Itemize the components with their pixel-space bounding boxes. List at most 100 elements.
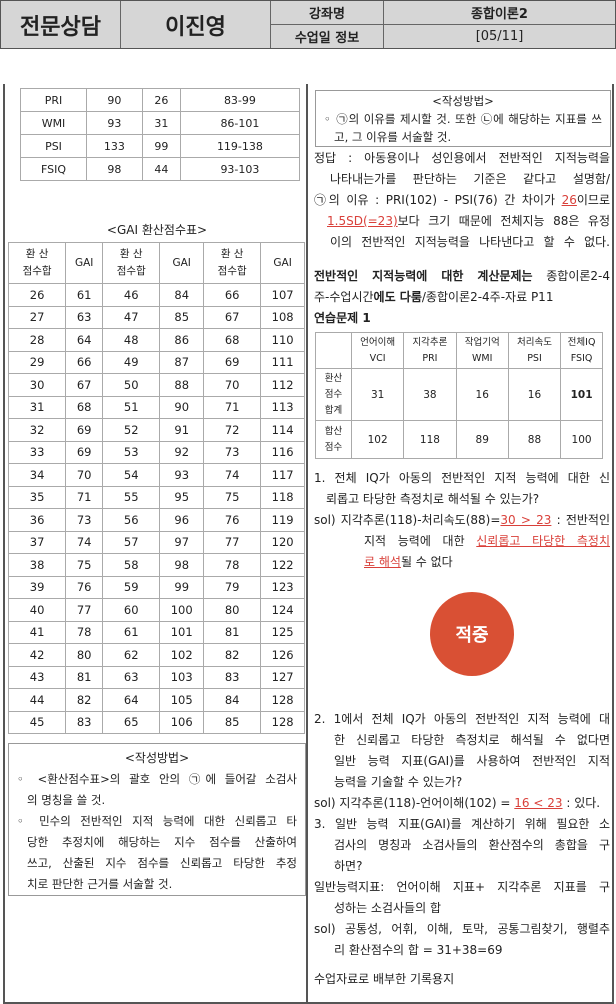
table-row: 33 69 53 92 73 116 — [7, 440, 305, 464]
table-cell: 102 — [159, 643, 205, 667]
table-cell: 112 — [260, 373, 305, 397]
header-text: 지각추론 — [412, 336, 448, 348]
table-cell: 127 — [260, 665, 305, 689]
table-cell: 99 — [141, 134, 181, 158]
solution-text: 지적 능력에 대한 — [364, 534, 477, 548]
answer-line: 1.5SD(=23)보다 크기 때문에 전체지능 88은 유정 — [314, 211, 610, 232]
question-1: 1. 전체 IQ가 아동의 전반적인 지적 능력에 대한 신 뢰롭고 타당한 측… — [314, 468, 610, 573]
table-row: 30 67 50 88 70 112 — [7, 373, 305, 397]
table-cell: 80 — [203, 598, 262, 622]
table-cell: PSI — [19, 134, 88, 158]
table-cell: 48 — [102, 328, 161, 352]
method-line: 의 명칭을 쓸 것. — [27, 793, 106, 807]
column-header-text: GAI — [273, 256, 292, 269]
column-header: 처리속도 PSI — [507, 332, 562, 369]
table-row: 45 83 65 106 85 128 — [7, 710, 305, 734]
table-cell: 64 — [65, 328, 104, 352]
table-cell: 69 — [65, 418, 104, 442]
table-cell: 55 — [102, 485, 161, 509]
header: 전문상담 이진영 강좌명 종합이론2 수업일 정보 [05/11] — [0, 0, 616, 49]
table-cell: 82 — [65, 688, 104, 712]
table-cell: 63 — [102, 665, 161, 689]
table-cell: 74 — [203, 463, 262, 487]
table-cell: 33 — [7, 440, 67, 464]
table-cell: 67 — [203, 305, 262, 329]
table-row: PRI 90 26 83-99 — [19, 88, 301, 112]
left-method-lines: ◦ <환산점수표>의 괄호 안의 ㉠에 들어갈 소검사 의 명칭을 쓸 것. ◦ 민… — [17, 769, 297, 895]
header-text: WMI — [472, 352, 493, 364]
table-cell: 86-101 — [179, 111, 301, 135]
solution-highlight: 16 < 23 — [514, 796, 563, 810]
solution-line: 리 환산점수의 합 = 31+38=69 — [334, 943, 503, 957]
column-header: 지각추론 PRI — [403, 332, 457, 369]
table-row: 합산 점수 102 118 89 88 100 — [315, 420, 603, 459]
calc-note: 전반적인 지적능력에 대한 계산문제는 종합이론2-4 주-수업시간에도 다룸/… — [314, 266, 610, 329]
table-cell: 93-103 — [179, 157, 301, 181]
column-header-text: 환 산 — [220, 248, 244, 260]
table-cell: 75 — [203, 485, 262, 509]
table-cell: 103 — [159, 665, 205, 689]
table-cell: 107 — [260, 283, 305, 307]
header-text: 언어이해 — [360, 336, 396, 348]
answer-text: 보다 크기 때문에 전체지능 88은 유정 — [397, 214, 610, 228]
table-cell: 26 — [141, 88, 181, 112]
answer-line: 이의 전반적인 지적능력을 나타낸다고 할 수 없다. — [330, 235, 610, 249]
calc-text: /종합이론2-4주-자료 P11 — [421, 290, 554, 304]
table-cell: 90 — [159, 395, 205, 419]
column-header: GAI — [65, 242, 104, 284]
column-divider — [306, 84, 308, 1004]
question-line: 뢰롭고 타당한 측정치로 해석될 수 있는가? — [326, 492, 540, 506]
table-cell: 88 — [507, 420, 562, 459]
table-cell: 37 — [7, 530, 67, 554]
table-cell: 45 — [7, 710, 67, 734]
solution-line: sol) 지각추론(118)-처리속도(88)=30 > 23 : 전반적인 — [314, 510, 610, 531]
question-line: 능력을 기술할 수 있는가? — [334, 775, 463, 789]
column-header: GAI — [159, 242, 205, 284]
table-cell: 38 — [403, 368, 457, 421]
table-cell: 89 — [455, 420, 509, 459]
table-cell: 93 — [159, 463, 205, 487]
table-row: 34 70 54 93 74 117 — [7, 463, 305, 487]
table-row: 41 78 61 101 81 125 — [7, 620, 305, 644]
table-cell: 116 — [260, 440, 305, 464]
answer-line: 나타내는가를 판단하는 기준은 같다고 설명함/ — [330, 172, 610, 186]
instructor-name: 이진영 — [121, 1, 271, 48]
table-cell: 26 — [7, 283, 67, 307]
table-cell: 68 — [65, 395, 104, 419]
table-cell: 36 — [7, 508, 67, 532]
right-method-title: <작성방법> — [432, 94, 494, 108]
column-header-text: 환 산 — [119, 248, 143, 260]
table-cell: 128 — [260, 710, 305, 734]
table-cell: 120 — [260, 530, 305, 554]
left-method-title: <작성방법> — [124, 751, 190, 765]
column-header-text: 환 산 — [25, 248, 49, 260]
answer-line: 정답 : 아동용이나 성인용에서 전반적인 지적능력을 — [314, 151, 610, 165]
table-row: 37 74 57 97 77 120 — [7, 530, 305, 554]
question-line: 일반 능력 지표(GAI)를 사용하여 전반적인 지적 — [334, 754, 610, 768]
table-cell: 68 — [203, 328, 262, 352]
header-text: FSIQ — [570, 352, 593, 364]
table-cell: 125 — [260, 620, 305, 644]
table-row: 28 64 48 86 68 110 — [7, 328, 305, 352]
column-header: 환 산 점수합 — [203, 242, 262, 284]
table-row: 42 80 62 102 82 126 — [7, 643, 305, 667]
column-header-text: 점수합 — [22, 265, 52, 277]
index-score-table: PRI 90 26 83-99 WMI 93 31 86-101 PSI 133 99 119-138… — [19, 88, 301, 181]
table-cell: 88 — [159, 373, 205, 397]
calc-text: 주-수업시간 — [314, 290, 374, 304]
table-cell: 108 — [260, 305, 305, 329]
table-cell: 84 — [203, 688, 262, 712]
solution-text: : 있다. — [562, 796, 601, 810]
table-cell: 61 — [102, 620, 161, 644]
table-cell: 122 — [260, 553, 305, 577]
table-cell: 69 — [203, 350, 262, 374]
table-cell: 118 — [403, 420, 457, 459]
table-cell: 124 — [260, 598, 305, 622]
table-cell: 91 — [159, 418, 205, 442]
table-cell: 80 — [65, 643, 104, 667]
table-cell: FSIQ — [19, 157, 88, 181]
table-cell: 30 — [7, 373, 67, 397]
table-cell: 70 — [203, 373, 262, 397]
table-cell: 92 — [159, 440, 205, 464]
